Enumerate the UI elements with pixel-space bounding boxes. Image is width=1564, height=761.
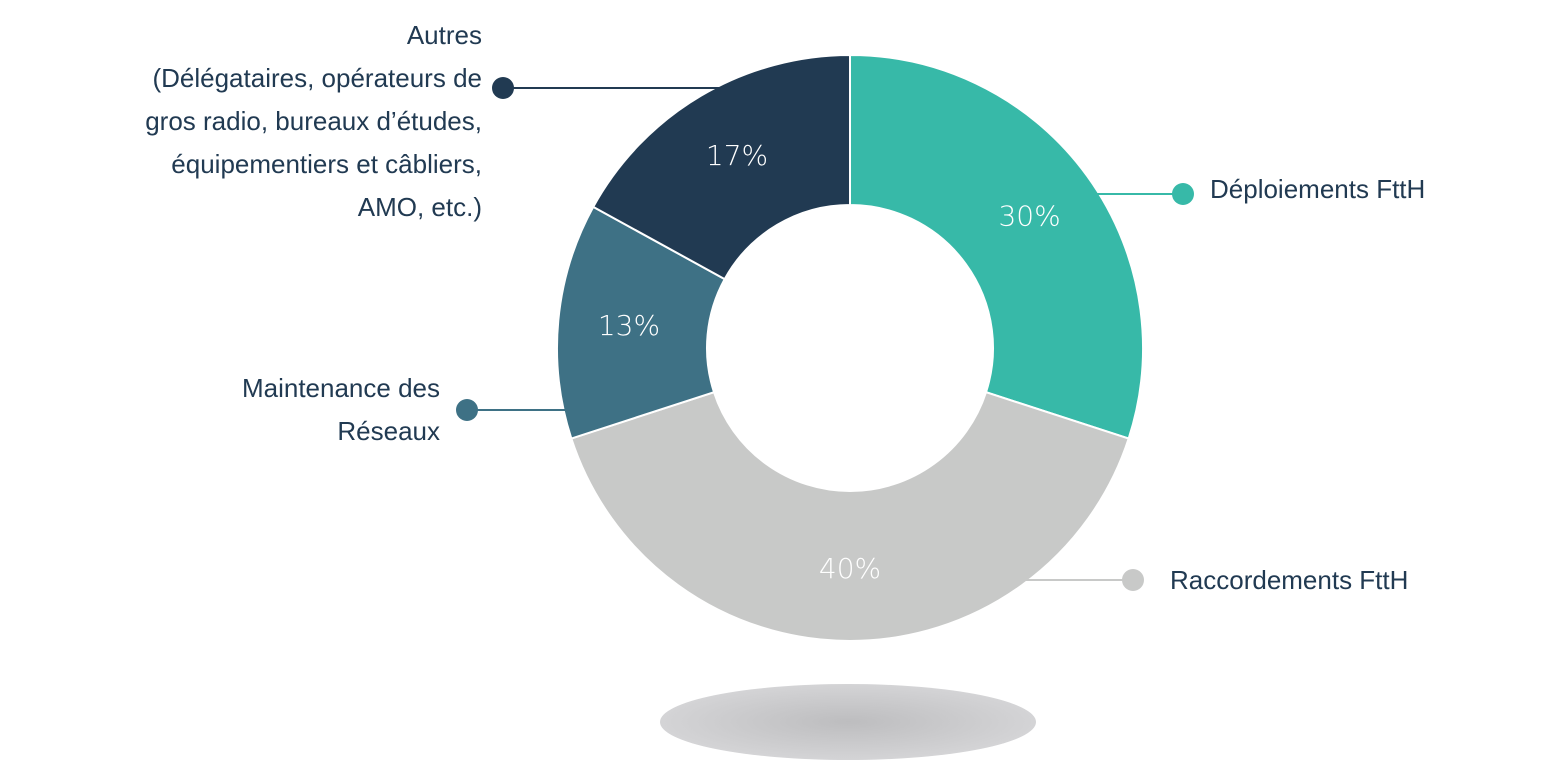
donut-segment	[570, 390, 1130, 643]
leader-dot	[456, 399, 478, 421]
leader-dot	[492, 77, 514, 99]
leader-dot	[1172, 183, 1194, 205]
donut-segment	[556, 205, 727, 440]
value-label: 30%	[998, 200, 1060, 233]
leader-dot	[1122, 569, 1144, 591]
category-label: Autres (Délégataires, opérateurs de gros…	[145, 20, 482, 222]
category-label: Déploiements FttH	[1210, 174, 1426, 204]
donut-segment	[849, 53, 1144, 440]
donut-segment	[591, 53, 851, 281]
category-label: Raccordements FttH	[1170, 565, 1409, 595]
value-label: 40%	[819, 552, 881, 585]
value-label: 13%	[598, 309, 660, 342]
value-label: 17%	[706, 139, 768, 172]
category-label: Maintenance des Réseaux	[241, 373, 440, 446]
shadow	[660, 684, 1036, 760]
